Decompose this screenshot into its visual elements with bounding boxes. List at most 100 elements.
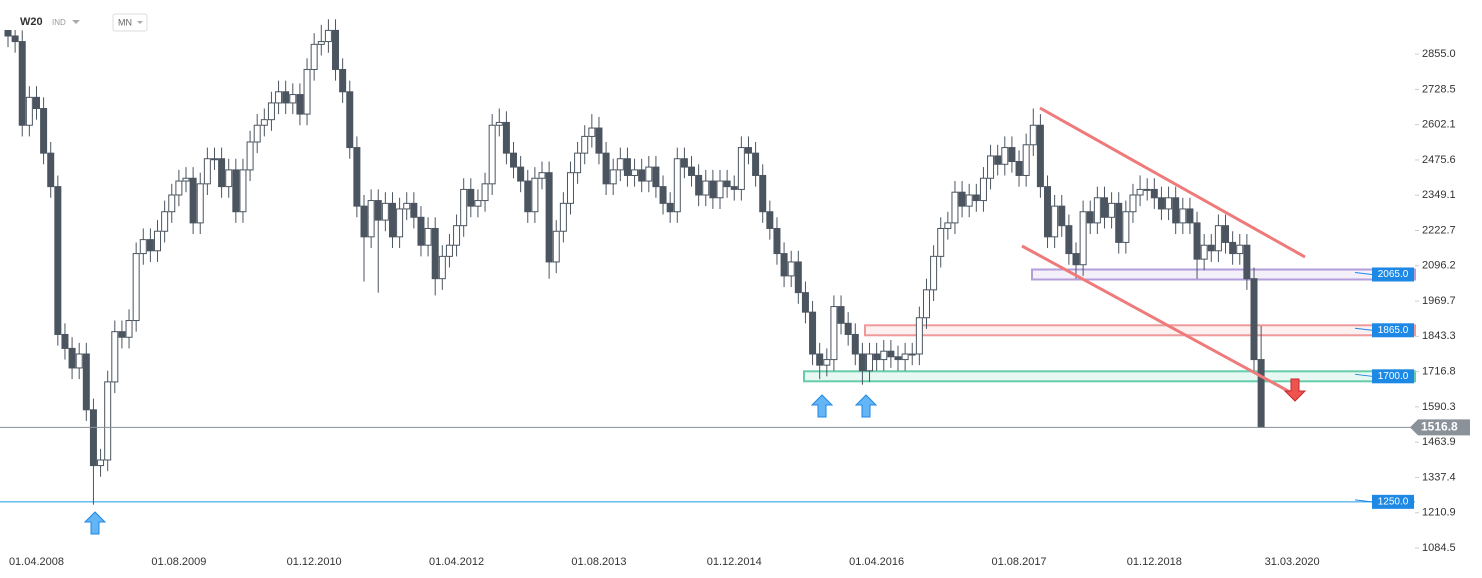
level-zone xyxy=(1031,268,1416,281)
candle-body xyxy=(275,91,283,104)
candle-body xyxy=(816,353,824,366)
candle-body xyxy=(54,186,62,335)
x-tick-label: 01.08.2013 xyxy=(571,556,626,568)
candle-body xyxy=(766,211,774,229)
candle-body xyxy=(510,152,518,168)
up-arrow xyxy=(854,394,878,418)
candle-body xyxy=(1200,244,1208,260)
candle-body xyxy=(652,166,660,188)
dropdown-icon[interactable] xyxy=(72,20,80,24)
candle-body xyxy=(282,91,290,104)
candle-body xyxy=(723,180,731,188)
candle-body xyxy=(253,124,261,143)
x-tick-label: 01.12.2014 xyxy=(707,556,762,568)
candle-body xyxy=(146,239,154,252)
candle-body xyxy=(1108,202,1116,218)
candle-body xyxy=(958,191,966,207)
candle-body xyxy=(1036,124,1044,188)
candle-body xyxy=(502,121,510,154)
candle-body xyxy=(673,158,681,213)
candle-body xyxy=(203,158,211,185)
candle-body xyxy=(1072,253,1080,266)
level-tag xyxy=(1372,267,1414,282)
candle-body xyxy=(417,216,425,246)
candle-body xyxy=(260,119,268,126)
candle-body xyxy=(1229,241,1237,255)
candle-body xyxy=(396,208,404,238)
candle-body xyxy=(1015,161,1023,176)
candle-body xyxy=(388,202,396,238)
candle-body xyxy=(873,353,881,361)
candle-body xyxy=(104,381,112,461)
candle-body xyxy=(1051,205,1059,238)
candle-body xyxy=(801,292,809,313)
interval-selector[interactable] xyxy=(112,13,148,32)
candle-body xyxy=(175,180,183,196)
candle-body xyxy=(132,253,140,322)
candle-body xyxy=(47,152,55,188)
candle-body xyxy=(1186,208,1194,224)
y-tick-label: 2728.5 xyxy=(1422,83,1456,95)
x-tick-label: 01.08.2017 xyxy=(992,556,1047,568)
candle-body xyxy=(901,353,909,361)
candle-body xyxy=(317,41,325,45)
candle-body xyxy=(1157,197,1165,210)
level-label: 1865.0 xyxy=(1378,325,1409,336)
candle-body xyxy=(695,174,703,196)
candle-body xyxy=(744,147,752,154)
candle-body xyxy=(609,169,617,185)
candle-body xyxy=(1001,147,1009,165)
last-price-tag xyxy=(1410,419,1470,436)
candle-body xyxy=(1243,244,1251,280)
candle-body xyxy=(1236,244,1244,255)
candle-body xyxy=(125,320,133,338)
candle-body xyxy=(32,96,40,110)
y-tick-label: 2096.2 xyxy=(1422,260,1456,272)
candle-body xyxy=(858,353,866,372)
candle-body xyxy=(1172,197,1180,224)
candle-body xyxy=(346,91,354,149)
candle-body xyxy=(623,158,631,176)
level-zone xyxy=(864,324,1416,337)
y-tick-label: 1210.9 xyxy=(1422,507,1456,519)
candle-body xyxy=(937,227,945,257)
candle-body xyxy=(1086,211,1094,224)
x-tick-label: 01.08.2009 xyxy=(151,556,206,568)
candle-body xyxy=(488,124,496,185)
cursor-date: 31.03.2020 xyxy=(1265,556,1320,568)
candle-body xyxy=(994,155,1002,165)
candle-body xyxy=(25,96,33,126)
candle-body xyxy=(1058,205,1066,227)
candle-body xyxy=(111,331,119,383)
candle-body xyxy=(1022,144,1030,176)
candle-body xyxy=(1222,225,1230,243)
candle-body xyxy=(424,227,432,246)
candle-body xyxy=(965,194,973,207)
y-tick-label: 2602.1 xyxy=(1422,119,1456,131)
candle-body xyxy=(11,35,19,43)
candle-body xyxy=(97,459,105,467)
candle-body xyxy=(1165,197,1173,210)
candle-body xyxy=(453,225,461,246)
arrow-markers xyxy=(83,394,878,535)
trend-line xyxy=(1021,244,1291,394)
y-tick-label: 1969.7 xyxy=(1422,295,1456,307)
candle-body xyxy=(1214,225,1222,252)
candle-body xyxy=(154,230,162,252)
candle-body xyxy=(851,333,859,355)
up-arrow xyxy=(83,511,107,535)
candle-body xyxy=(324,29,332,43)
level-tag xyxy=(1372,494,1414,509)
level-label: 1250.0 xyxy=(1378,496,1409,507)
candle-body xyxy=(296,94,304,115)
candle-body xyxy=(987,155,995,179)
candle-body xyxy=(545,172,553,263)
candle-body xyxy=(780,253,788,277)
candle-body xyxy=(979,177,987,202)
candle-body xyxy=(139,239,147,255)
candle-body xyxy=(794,261,802,294)
last-price-label: 1516.8 xyxy=(1421,420,1458,434)
candle-body xyxy=(944,222,952,229)
candle-body xyxy=(688,166,696,176)
